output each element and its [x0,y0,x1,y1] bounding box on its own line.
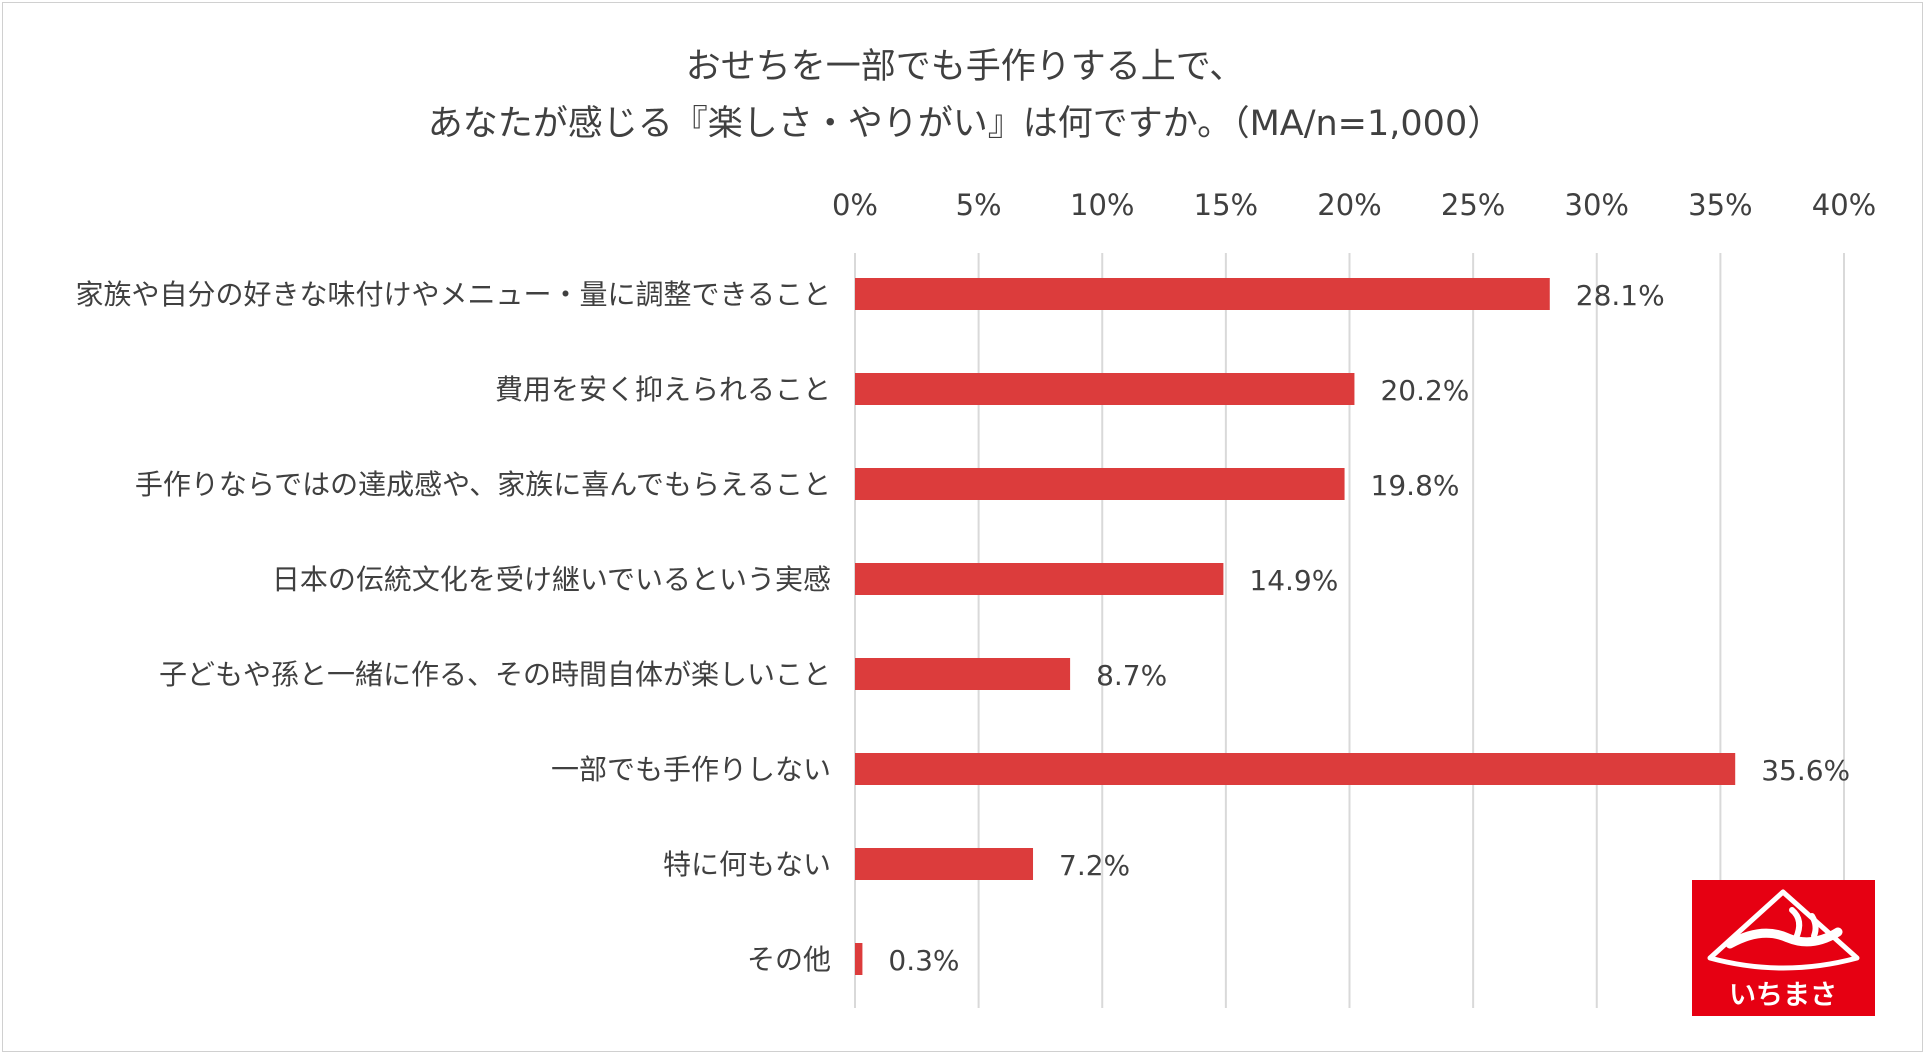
x-tick-label: 35% [1688,188,1752,222]
bar [855,373,1355,405]
data-label: 0.3% [888,944,959,977]
data-label: 35.6% [1761,754,1850,787]
category-label: 子どもや孫と一緒に作る、その時間自体が楽しいこと [159,658,831,691]
x-tick-label: 25% [1441,188,1505,222]
chart-title: おせちを一部でも手作りする上で、 あなたが感じる『楽しさ・やりがい』は何ですか。… [428,47,1502,144]
x-axis-ticks: 0% 5% 10% 15% 20% 25% 30% 35% 40% [832,188,1876,222]
value-labels: 28.1% 20.2% 19.8% 14.9% 8.7% 35.6% 7.2% 0.3% [888,279,1850,977]
category-label: 手作りならではの達成感や、家族に喜んでもらえること [135,468,831,501]
x-tick-label: 15% [1194,188,1258,222]
category-label: 特に何もない [663,848,831,881]
bar [855,563,1224,595]
chart-title-line-2: あなたが感じる『楽しさ・やりがい』は何ですか。（MA/n=1,000） [428,104,1502,144]
bar-chart: おせちを一部でも手作りする上で、 あなたが感じる『楽しさ・やりがい』は何ですか。… [76,47,1876,1016]
category-labels: 家族や自分の好きな味付けやメニュー・量に調整できること費用を安く抑えられること手… [76,278,831,976]
ichimasa-logo: いちまさ [1692,880,1875,1016]
bar [855,468,1345,500]
category-label: 一部でも手作りしない [551,753,831,786]
bars [855,278,1736,975]
logo-brush-mark-icon [1789,907,1819,941]
category-label: 費用を安く抑えられること [495,373,831,406]
x-tick-label: 40% [1812,188,1876,222]
data-label: 7.2% [1059,849,1130,882]
bar [855,848,1034,880]
x-tick-label: 5% [956,188,1002,222]
bar [855,753,1736,785]
category-label: 家族や自分の好きな味付けやメニュー・量に調整できること [76,278,831,311]
logo-fan-icon [1707,889,1860,971]
bar [855,658,1071,690]
data-label: 14.9% [1249,564,1338,597]
logo-text: いちまさ [1729,980,1837,1011]
data-label: 28.1% [1576,279,1665,312]
bar [855,943,863,975]
category-label: その他 [747,943,831,976]
data-label: 8.7% [1096,659,1167,692]
x-tick-label: 30% [1565,188,1629,222]
logo-brush-stroke-icon [1725,927,1843,949]
bar [855,278,1550,310]
data-label: 20.2% [1380,374,1469,407]
x-tick-label: 0% [832,188,878,222]
chart-title-line-1: おせちを一部でも手作りする上で、 [686,47,1245,87]
x-tick-label: 10% [1070,188,1134,222]
x-tick-label: 20% [1317,188,1381,222]
category-label: 日本の伝統文化を受け継いでいるという実感 [272,563,831,596]
data-label: 19.8% [1371,469,1460,502]
